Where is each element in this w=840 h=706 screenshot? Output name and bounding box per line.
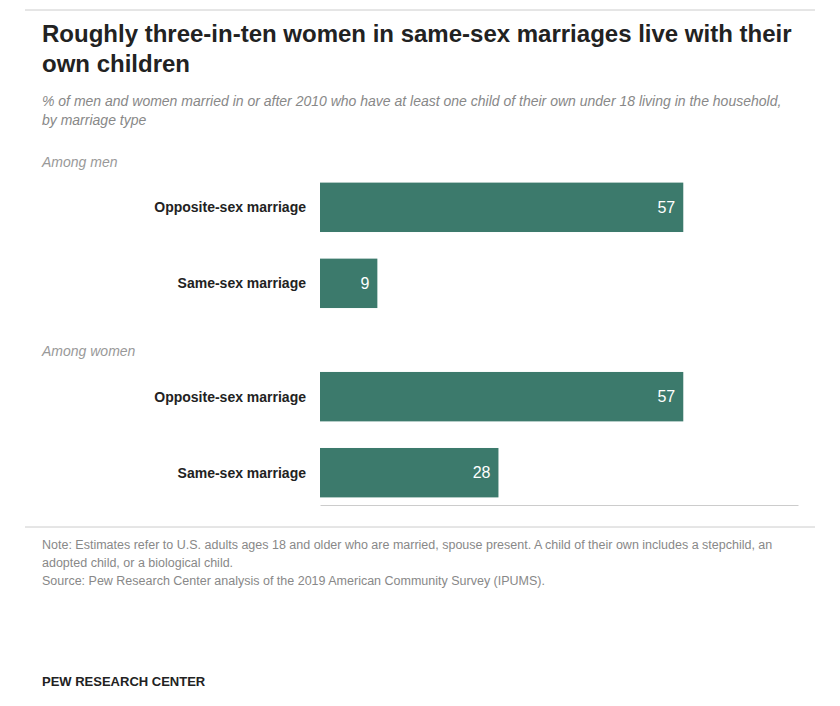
text-line: by marriage type [42,112,146,128]
bar [320,448,498,497]
category-label: Same-sex marriage [178,465,307,481]
section-label: Among men [41,154,118,170]
text-line: Source: Pew Research Center analysis of … [42,574,545,588]
labels: Among men Opposite-sex marriage 57 Same-sex… [41,154,675,481]
bars [320,183,683,498]
data-label: 9 [360,275,369,292]
section-label: Among women [41,343,136,359]
data-label: 57 [657,199,675,216]
category-label: Opposite-sex marriage [154,389,306,405]
data-label: 28 [473,464,491,481]
chart: Roughly three-in-ten women in same-sex m… [0,0,840,706]
text-line: Roughly three-in-ten women in same-sex m… [42,20,792,47]
text-line: own children [42,50,190,77]
title: Roughly three-in-ten women in same-sex m… [42,20,792,77]
category-label: Same-sex marriage [178,275,307,291]
bar [320,259,377,308]
text-line: % of men and women married in or after 2… [42,93,781,109]
subtitle: % of men and women married in or after 2… [42,93,781,128]
plot [320,183,799,506]
text-line: adopted child, or a biological child. [42,556,233,570]
text-line: Note: Estimates refer to U.S. adults age… [42,538,772,552]
note: Note: Estimates refer to U.S. adults age… [42,538,772,570]
data-label: 57 [657,388,675,405]
source: Source: Pew Research Center analysis of … [42,574,545,588]
bar [320,183,683,232]
top-rule [25,10,815,11]
bar [320,372,683,421]
category-label: Opposite-sex marriage [154,199,306,215]
footer: PEW RESEARCH CENTER [42,674,206,689]
x-axis [321,505,799,506]
bottom-rule [25,527,815,528]
x-axis-line [321,505,799,506]
